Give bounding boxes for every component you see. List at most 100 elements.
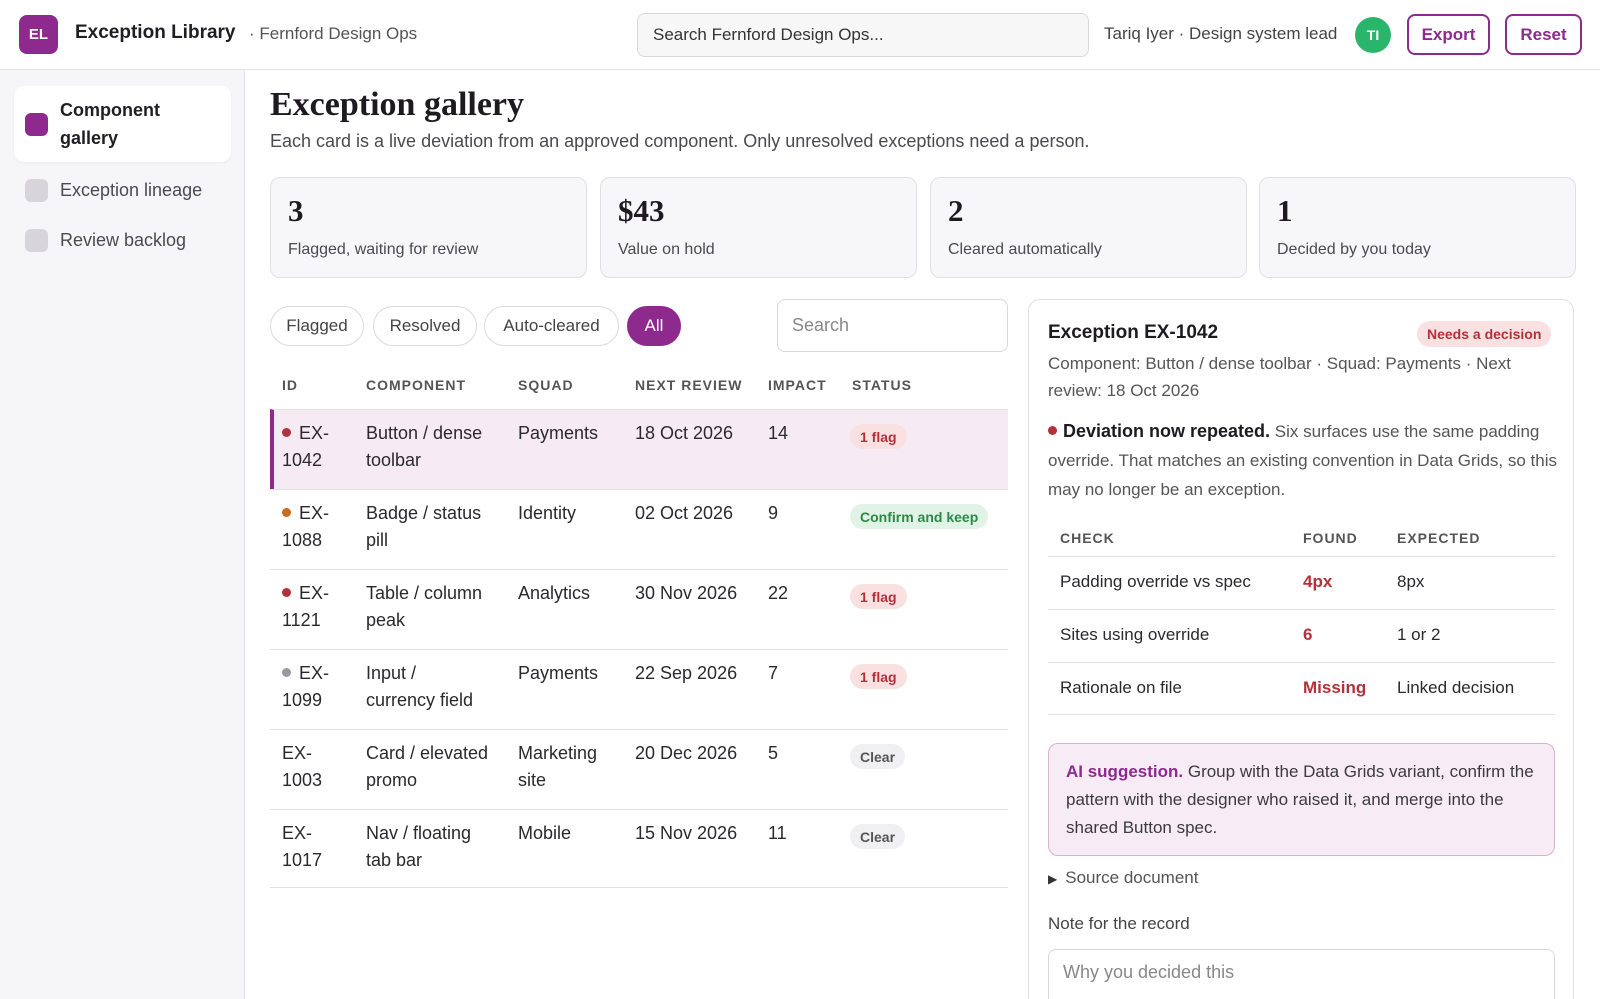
check-expected: Linked decision xyxy=(1397,678,1515,697)
sidebar-item-label: Review backlog xyxy=(60,230,187,250)
row-id-prefix: EX- xyxy=(299,503,330,523)
row-next-review: 30 Nov 2026 xyxy=(635,583,738,603)
row-id: EX- 1099 xyxy=(282,660,329,714)
row-squad-line: Analytics xyxy=(518,583,591,603)
column-header: EXPECTED xyxy=(1397,530,1481,546)
status-badge: Clear xyxy=(850,744,906,769)
row-component-line: currency field xyxy=(366,690,474,710)
check-expected: 1 or 2 xyxy=(1397,625,1441,644)
row-component: Card / elevated promo xyxy=(366,740,488,794)
row-component-line: tab bar xyxy=(366,850,423,870)
row-next-review: 02 Oct 2026 xyxy=(635,503,734,523)
column-header[interactable]: SQUAD xyxy=(518,377,574,393)
check-found: 4px xyxy=(1303,572,1333,591)
source-document-label: Source document xyxy=(1065,868,1199,887)
check-expected: 8px xyxy=(1397,572,1425,591)
stat-label: Decided by you today xyxy=(1277,241,1431,258)
row-id: EX- 1121 xyxy=(282,580,329,634)
column-header[interactable]: STATUS xyxy=(852,377,912,393)
status-dot-icon xyxy=(282,588,291,597)
row-component-line: promo xyxy=(366,770,418,790)
row-component-line: Input / xyxy=(366,663,417,683)
stat-label: Value on hold xyxy=(618,241,715,258)
ai-suggestion-label: AI suggestion. xyxy=(1066,762,1184,781)
row-id-prefix: EX- xyxy=(299,663,330,683)
nav-square-icon xyxy=(25,228,48,252)
row-id-number: 1017 xyxy=(282,850,323,870)
row-next-review: 15 Nov 2026 xyxy=(635,823,738,843)
status-badge: 1 flag xyxy=(850,424,907,449)
row-component: Table / column peak xyxy=(366,580,482,634)
row-id-prefix: EX- xyxy=(299,583,330,603)
ai-suggestion-text: Group with the Data Grids variant, confi… xyxy=(1066,762,1534,837)
check-row: Sites using override 6 1 or 2 xyxy=(1048,609,1555,662)
page-title: Exception gallery xyxy=(270,86,525,123)
column-header[interactable]: NEXT REVIEW xyxy=(635,377,743,393)
nav-square-icon xyxy=(25,112,48,136)
check-name: Padding override vs spec xyxy=(1060,572,1251,591)
table-row[interactable]: EX- 1121 Table / column peak Analytics 30 Nov… xyxy=(270,569,1008,649)
stat-value: $43 xyxy=(618,193,665,228)
status-dot-icon xyxy=(282,668,291,677)
row-component-line: pill xyxy=(366,530,389,550)
row-squad-line: Mobile xyxy=(518,823,572,843)
row-component: Input / currency field xyxy=(366,660,473,714)
filter-all[interactable]: All xyxy=(627,306,681,346)
ai-suggestion: AI suggestion. Group with the Data Grids… xyxy=(1048,743,1555,856)
source-document-toggle[interactable]: ▶ Source document xyxy=(1048,868,1198,888)
status-badge: 1 flag xyxy=(850,584,907,609)
row-id-number: 1003 xyxy=(282,770,323,790)
row-squad-line: Payments xyxy=(518,663,599,683)
row-id-prefix: EX- xyxy=(282,823,313,843)
column-header[interactable]: ID xyxy=(282,377,298,393)
row-next-review: 22 Sep 2026 xyxy=(635,663,738,683)
status-dot-icon xyxy=(282,428,291,437)
row-id-prefix: EX- xyxy=(282,743,313,763)
row-id-number: 1121 xyxy=(282,610,321,630)
table-row[interactable]: EX- 1042 Button / dense toolbar Payments 18 O… xyxy=(270,409,1008,489)
filter-flagged[interactable]: Flagged xyxy=(270,306,364,346)
sidebar-item-exception-lineage[interactable]: Exception lineage xyxy=(14,170,231,210)
stat-value: 1 xyxy=(1277,193,1293,228)
table-row[interactable]: EX- 1003 Card / elevated promo Marketing site… xyxy=(270,729,1008,809)
row-id-prefix: EX- xyxy=(299,423,330,443)
status-badge: Confirm and keep xyxy=(850,504,989,529)
row-id: EX- 1017 xyxy=(282,820,322,874)
row-squad-line: Identity xyxy=(518,503,577,523)
column-header[interactable]: IMPACT xyxy=(768,377,827,393)
row-component: Button / dense toolbar xyxy=(366,420,482,474)
filter-resolved[interactable]: Resolved xyxy=(373,306,477,346)
page-subtitle: Each card is a live deviation from an ap… xyxy=(270,131,1090,151)
check-name: Sites using override xyxy=(1060,625,1210,644)
table-row[interactable]: EX- 1099 Input / currency field Payments 22 S… xyxy=(270,649,1008,729)
stat-card-cleared: 2 Cleared automatically xyxy=(930,177,1247,278)
stat-value: 2 xyxy=(948,193,964,228)
filter-auto-cleared[interactable]: Auto-cleared xyxy=(484,306,619,346)
top-bar: EL Exception Library · Fernford Design O… xyxy=(0,0,1600,70)
row-squad-line: Marketing xyxy=(518,743,598,763)
row-impact: 22 xyxy=(768,583,789,603)
row-impact: 14 xyxy=(768,423,789,443)
note-field[interactable]: Why you decided this xyxy=(1048,949,1555,999)
check-found: Missing xyxy=(1303,678,1367,697)
row-component-line: Nav / floating xyxy=(366,823,472,843)
status-badge: 1 flag xyxy=(850,664,907,689)
app-title: Exception Library xyxy=(75,22,236,43)
reset-button[interactable]: Reset xyxy=(1505,14,1582,55)
row-impact: 9 xyxy=(768,503,779,523)
column-header[interactable]: COMPONENT xyxy=(366,377,466,393)
avatar[interactable]: TI xyxy=(1355,17,1391,53)
table-row[interactable]: EX- 1017 Nav / floating tab bar Mobile 15 Nov… xyxy=(270,809,1008,889)
check-row: Rationale on file Missing Linked decisio… xyxy=(1048,662,1555,715)
sidebar-item-label: Exception lineage xyxy=(60,180,203,200)
table-search-input[interactable]: Search xyxy=(777,299,1008,352)
row-id: EX- 1042 xyxy=(282,420,329,474)
sidebar-item-component-gallery[interactable]: Component gallery xyxy=(14,86,231,162)
table-row[interactable]: EX- 1088 Badge / status pill Identity 02 Oct … xyxy=(270,489,1008,569)
sidebar-item-label: Component gallery xyxy=(60,100,160,148)
sidebar-item-review-backlog[interactable]: Review backlog xyxy=(14,220,231,260)
export-button[interactable]: Export xyxy=(1407,14,1490,55)
row-squad: Payments xyxy=(518,420,598,447)
row-component-line: Card / elevated xyxy=(366,743,489,763)
global-search-input[interactable]: Search Fernford Design Ops... xyxy=(637,13,1089,57)
